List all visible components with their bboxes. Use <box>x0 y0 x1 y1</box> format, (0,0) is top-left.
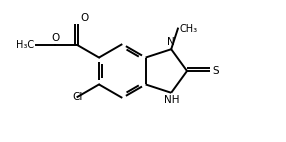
Text: O: O <box>80 13 88 23</box>
Text: NH: NH <box>164 95 180 105</box>
Text: S: S <box>212 66 219 76</box>
Text: CH₃: CH₃ <box>179 24 198 34</box>
Text: O: O <box>51 33 59 43</box>
Text: N: N <box>167 37 175 47</box>
Text: Cl: Cl <box>72 92 83 102</box>
Text: H₃C: H₃C <box>16 40 34 50</box>
